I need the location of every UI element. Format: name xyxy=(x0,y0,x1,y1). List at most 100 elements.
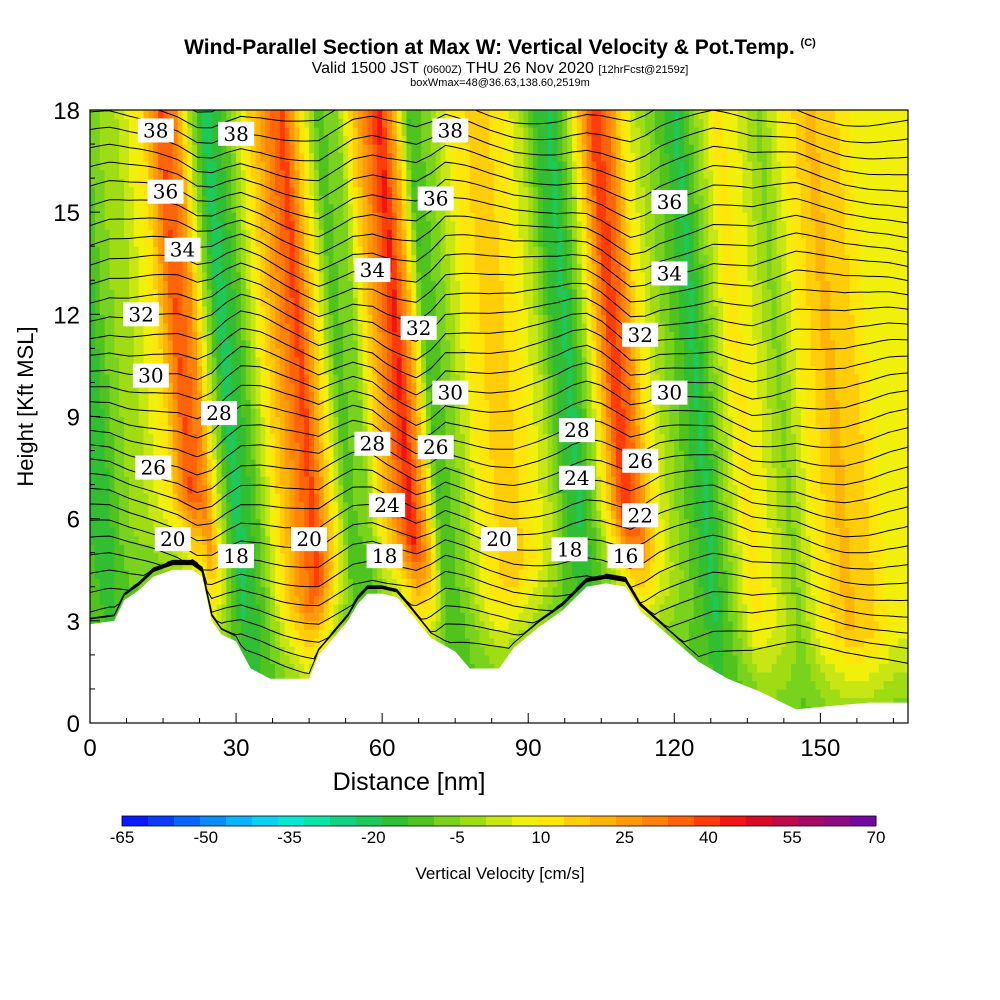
w-cell xyxy=(425,561,432,571)
w-cell xyxy=(250,416,257,426)
w-cell xyxy=(382,203,388,213)
w-cell xyxy=(211,459,218,469)
w-cell xyxy=(143,212,150,222)
w-cell xyxy=(138,535,145,545)
w-cell xyxy=(323,348,330,358)
w-cell xyxy=(216,288,223,298)
w-cell xyxy=(216,305,223,315)
w-cell xyxy=(240,569,247,579)
w-cell xyxy=(338,450,344,460)
w-cell xyxy=(90,467,96,477)
w-cell xyxy=(197,135,203,145)
w-cell xyxy=(279,169,286,179)
w-cell xyxy=(348,552,354,562)
w-cell xyxy=(158,152,164,162)
w-cell xyxy=(197,416,203,426)
w-cell xyxy=(133,390,140,401)
w-cell xyxy=(284,212,291,222)
w-cell xyxy=(362,169,369,179)
w-cell xyxy=(377,314,383,324)
w-cell xyxy=(201,246,208,256)
w-cell xyxy=(255,203,262,213)
w-cell xyxy=(309,356,315,367)
w-cell xyxy=(128,246,135,256)
w-cell xyxy=(133,263,140,273)
w-cell xyxy=(275,637,281,647)
w-cell xyxy=(313,459,320,469)
w-cell xyxy=(265,195,271,205)
w-cell xyxy=(236,254,242,264)
w-cell xyxy=(216,501,223,511)
w-cell xyxy=(328,229,335,239)
w-cell xyxy=(367,484,374,494)
w-cell xyxy=(318,629,325,639)
w-cell xyxy=(90,288,96,298)
w-cell xyxy=(372,152,378,162)
w-cell xyxy=(236,450,242,460)
w-cell xyxy=(275,305,281,315)
w-cell xyxy=(255,484,262,494)
w-cell xyxy=(206,476,213,486)
w-cell xyxy=(284,654,291,664)
w-cell xyxy=(94,178,101,188)
w-cell xyxy=(211,212,218,222)
w-cell xyxy=(348,373,354,384)
w-cell xyxy=(231,620,237,630)
w-cell xyxy=(265,425,271,435)
w-cell xyxy=(138,246,145,256)
w-cell xyxy=(94,271,101,281)
w-cell xyxy=(265,356,271,367)
w-cell xyxy=(172,331,179,341)
w-cell xyxy=(289,595,296,605)
w-cell xyxy=(387,288,393,298)
w-cell xyxy=(338,569,344,579)
w-cell xyxy=(289,476,296,486)
w-cell xyxy=(270,476,276,486)
w-cell xyxy=(352,382,359,392)
w-cell xyxy=(391,246,398,256)
w-cell xyxy=(182,348,188,358)
w-cell xyxy=(372,203,378,213)
w-cell xyxy=(260,314,266,324)
w-cell xyxy=(245,212,252,222)
w-cell xyxy=(362,220,369,230)
w-cell xyxy=(119,356,125,367)
w-cell xyxy=(382,476,388,486)
w-cell xyxy=(343,510,349,520)
w-cell xyxy=(211,118,218,128)
w-cell xyxy=(124,254,130,264)
w-cell xyxy=(197,552,203,562)
w-cell xyxy=(211,578,218,588)
w-cell xyxy=(391,144,398,154)
w-cell xyxy=(279,305,286,315)
w-cell xyxy=(357,527,364,537)
w-cell xyxy=(119,178,125,188)
w-cell xyxy=(221,433,227,443)
w-cell xyxy=(250,450,257,460)
w-cell xyxy=(313,305,320,315)
w-cell xyxy=(245,416,252,426)
w-cell xyxy=(201,356,208,367)
w-cell xyxy=(221,356,227,367)
w-cell xyxy=(333,382,339,392)
w-cell xyxy=(148,280,154,290)
w-cell xyxy=(348,510,354,520)
w-cell xyxy=(323,637,330,647)
w-cell xyxy=(201,305,208,315)
w-cell xyxy=(128,135,135,145)
w-cell xyxy=(348,390,354,401)
w-cell xyxy=(343,305,349,315)
w-cell xyxy=(362,501,369,511)
w-cell xyxy=(396,144,403,154)
w-cell xyxy=(197,467,203,477)
w-cell xyxy=(167,433,174,443)
w-cell xyxy=(352,280,359,290)
w-cell xyxy=(182,297,188,307)
w-cell xyxy=(387,535,393,545)
w-cell xyxy=(221,297,227,307)
w-cell xyxy=(197,212,203,222)
w-cell xyxy=(221,280,227,290)
w-cell xyxy=(406,297,412,307)
w-cell xyxy=(163,510,169,520)
w-cell xyxy=(177,484,184,494)
